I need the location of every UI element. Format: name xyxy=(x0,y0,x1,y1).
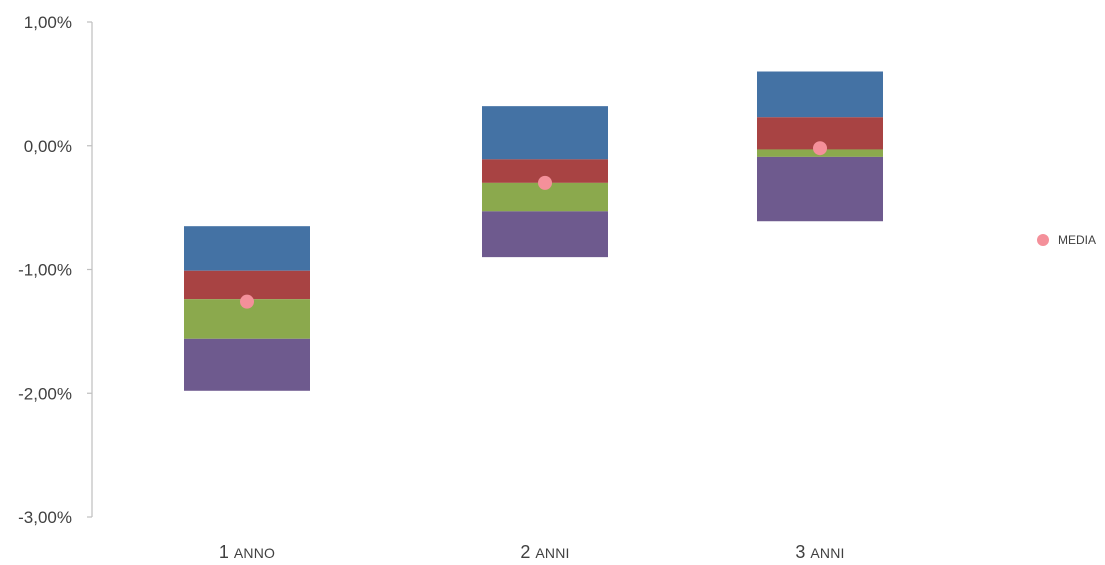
stacked-bars xyxy=(184,71,883,391)
y-tick-label: 0,00% xyxy=(24,137,72,156)
bar-segment xyxy=(184,270,310,300)
y-tick-label: -3,00% xyxy=(18,508,72,527)
media-point xyxy=(538,175,552,190)
x-category-label: 1 ANNO xyxy=(219,542,275,562)
bar-segment xyxy=(757,156,883,222)
media-point xyxy=(813,141,827,156)
media-point xyxy=(240,294,254,309)
x-category-label: 3 ANNI xyxy=(795,542,844,562)
legend-marker-media xyxy=(1037,234,1049,246)
media-points xyxy=(240,141,827,309)
legend: MEDIA xyxy=(1037,233,1096,247)
x-category-label: 2 ANNI xyxy=(520,542,569,562)
bar-segment xyxy=(482,106,608,160)
y-tick-label: -2,00% xyxy=(18,384,72,403)
bar-segment xyxy=(757,71,883,118)
bar-segment xyxy=(184,338,310,391)
y-tick-label: -1,00% xyxy=(18,261,72,280)
x-axis-labels: 1 ANNO 2 ANNI 3 ANNI xyxy=(219,542,845,562)
y-tick-label: 1,00% xyxy=(24,13,72,32)
bar-segment xyxy=(482,159,608,183)
y-axis: 1,00% 0,00% -1,00% -2,00% -3,00% xyxy=(18,13,93,527)
legend-label-media: MEDIA xyxy=(1058,233,1096,247)
bar-segment xyxy=(184,226,310,271)
bar-segment xyxy=(482,211,608,258)
